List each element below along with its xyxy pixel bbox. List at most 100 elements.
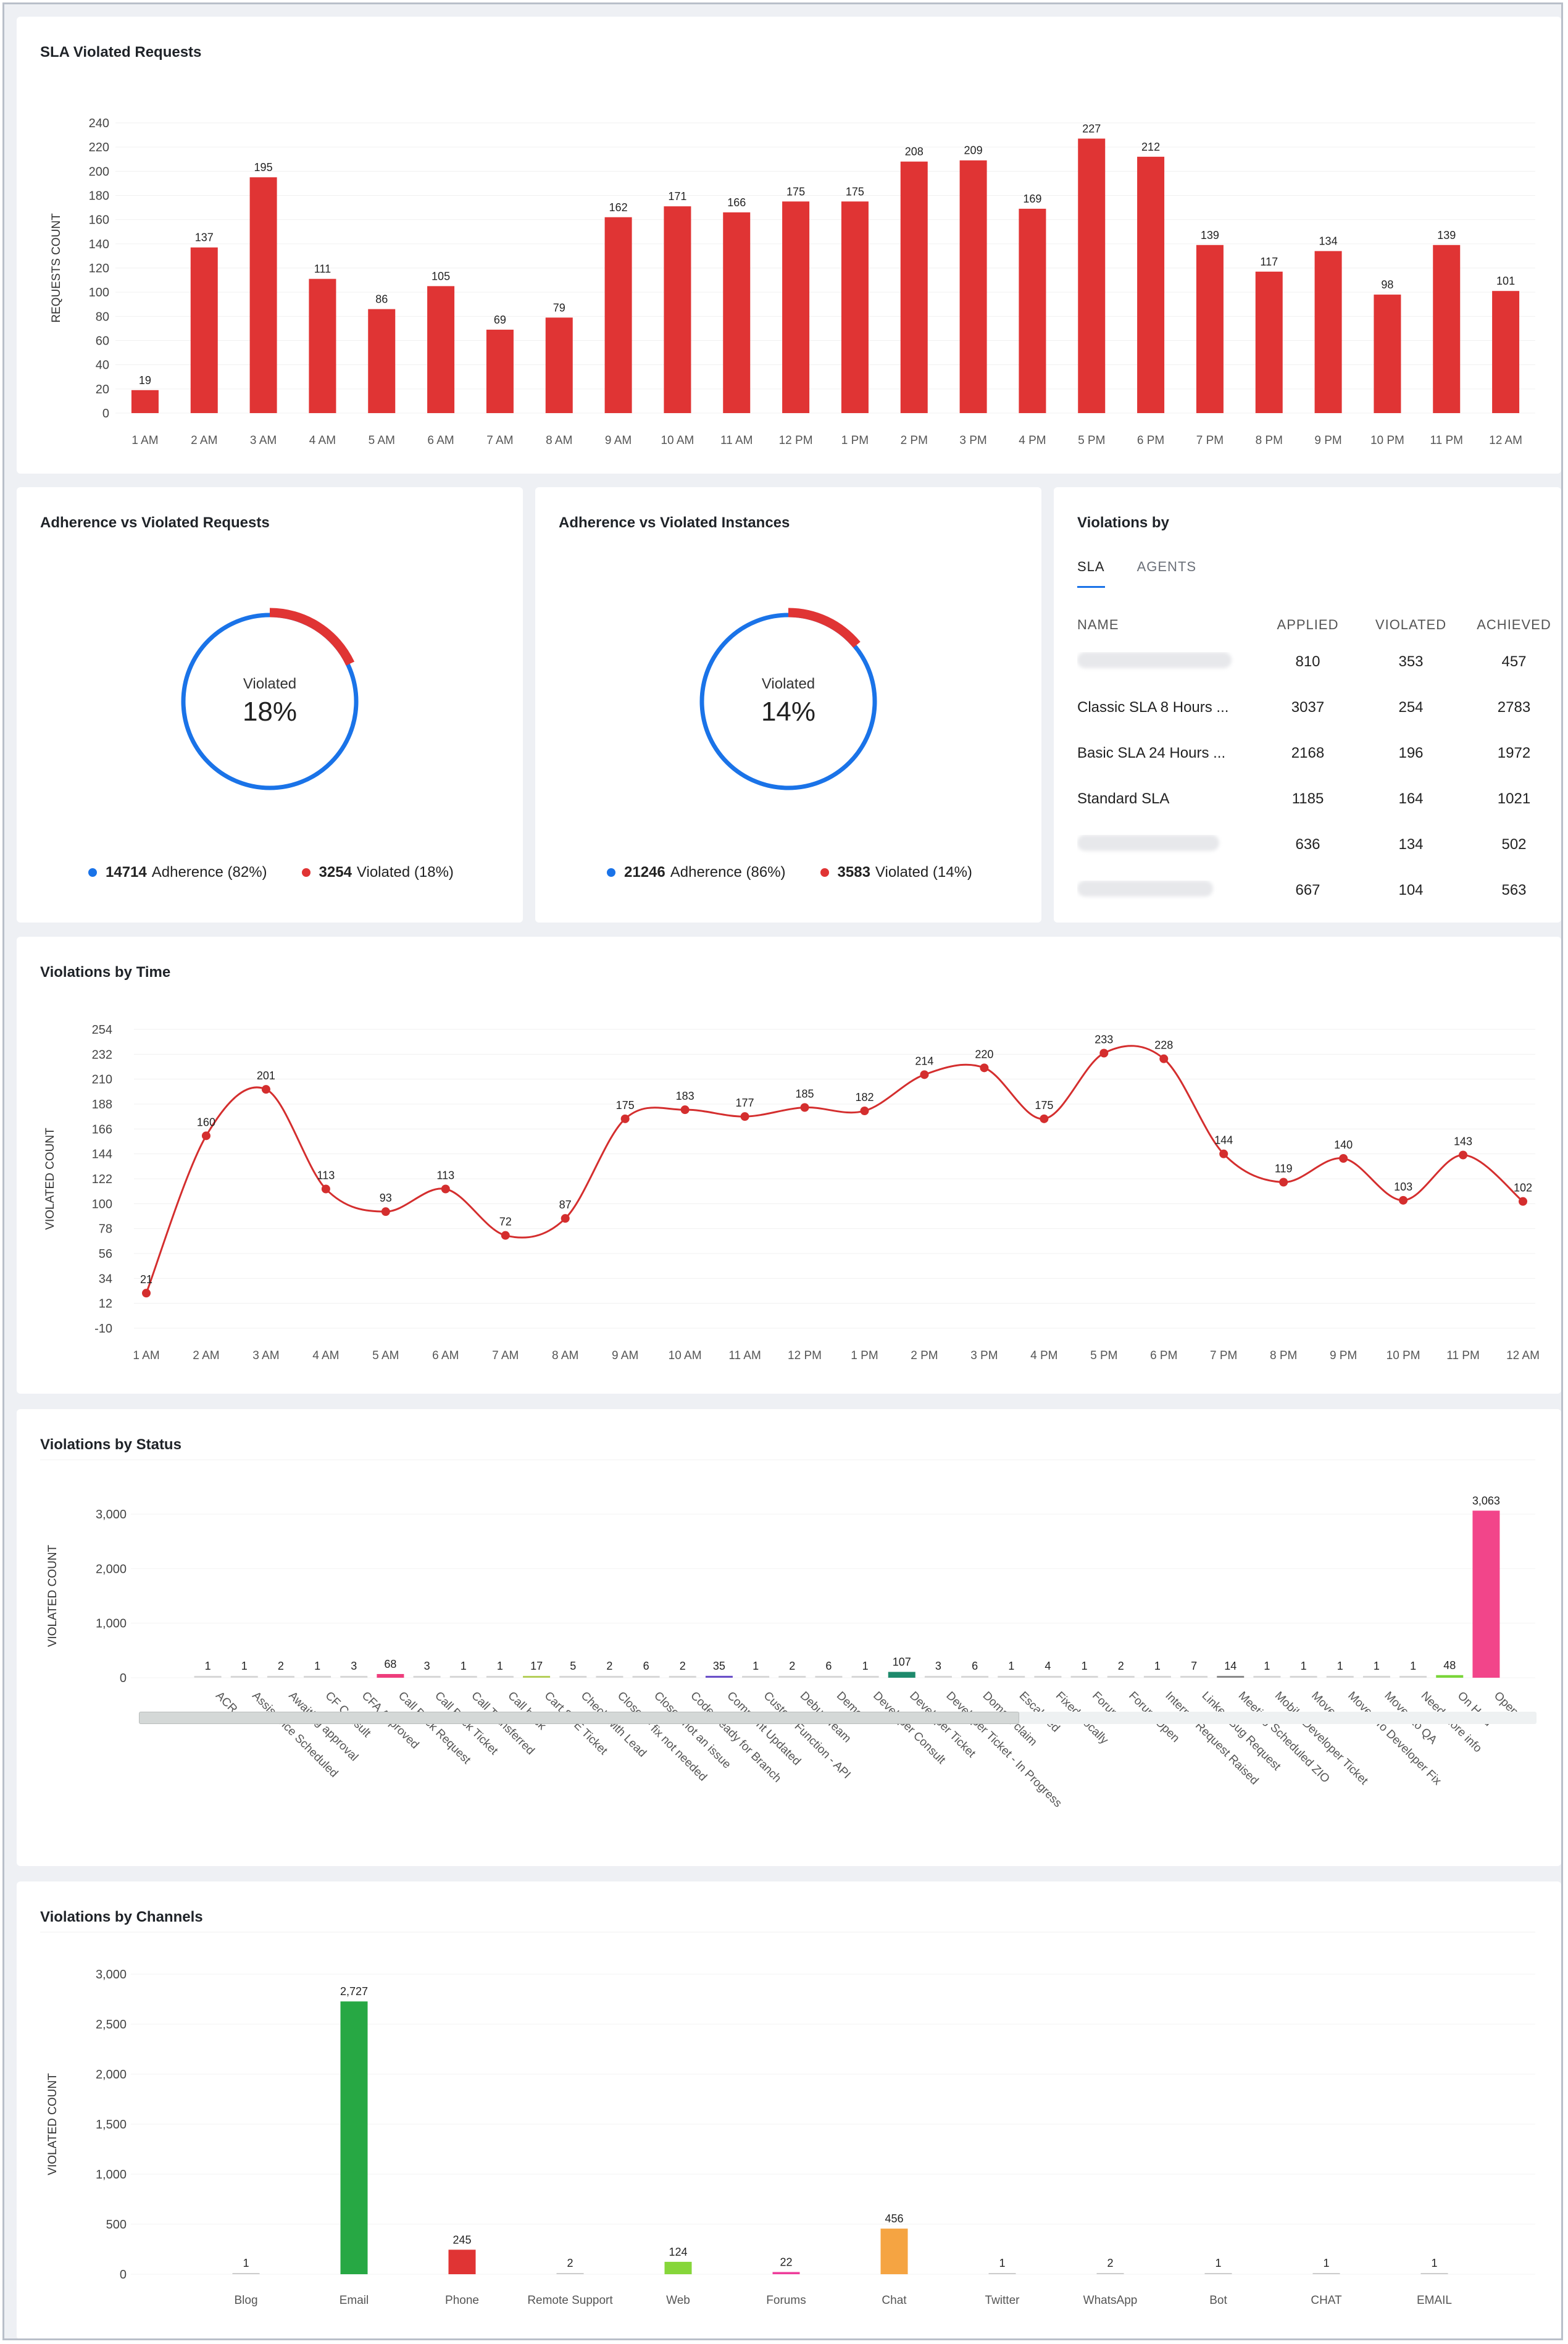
bar[interactable] bbox=[604, 217, 632, 413]
table-row[interactable]: 636 134 502 bbox=[1077, 822, 1561, 868]
bar[interactable] bbox=[1034, 1676, 1062, 1678]
bar[interactable] bbox=[1436, 1675, 1464, 1678]
bar[interactable] bbox=[249, 177, 277, 413]
data-point[interactable] bbox=[920, 1070, 929, 1079]
table-row[interactable]: Presales SLA-24 hours477101376 bbox=[1077, 913, 1561, 923]
bar[interactable] bbox=[559, 1676, 587, 1678]
tab-sla[interactable]: SLA bbox=[1077, 559, 1105, 588]
bar[interactable] bbox=[723, 212, 751, 413]
bar[interactable] bbox=[1433, 245, 1461, 413]
bar[interactable] bbox=[1472, 1510, 1500, 1678]
data-point[interactable] bbox=[1339, 1154, 1348, 1163]
bar[interactable] bbox=[888, 1672, 915, 1678]
bar[interactable] bbox=[841, 201, 869, 413]
bar[interactable] bbox=[1253, 1676, 1281, 1678]
bar[interactable] bbox=[230, 1676, 258, 1678]
data-point[interactable] bbox=[441, 1184, 450, 1194]
data-point[interactable] bbox=[261, 1085, 270, 1094]
bar[interactable] bbox=[368, 309, 396, 413]
bar[interactable] bbox=[900, 161, 928, 413]
bar[interactable] bbox=[449, 1676, 477, 1678]
violated-arc[interactable] bbox=[788, 608, 861, 648]
bar[interactable] bbox=[1312, 2273, 1340, 2274]
table-row[interactable]: 810 353 457 bbox=[1077, 639, 1561, 685]
bar[interactable] bbox=[1492, 291, 1520, 413]
bar[interactable] bbox=[924, 1676, 952, 1678]
bar[interactable] bbox=[880, 2229, 908, 2274]
data-point[interactable] bbox=[800, 1103, 809, 1112]
bar[interactable] bbox=[1204, 2273, 1232, 2274]
bar[interactable] bbox=[1070, 1676, 1098, 1678]
bar[interactable] bbox=[131, 390, 159, 413]
bar[interactable] bbox=[1420, 2273, 1448, 2274]
bar[interactable] bbox=[998, 1676, 1025, 1678]
bar[interactable] bbox=[772, 2272, 800, 2274]
bar[interactable] bbox=[959, 160, 987, 413]
bar[interactable] bbox=[309, 278, 336, 413]
data-point[interactable] bbox=[501, 1231, 510, 1240]
bar[interactable] bbox=[340, 1676, 368, 1678]
data-point[interactable] bbox=[142, 1289, 151, 1298]
bar[interactable] bbox=[1078, 138, 1106, 414]
column-header-applied[interactable]: APPLIED bbox=[1277, 617, 1339, 632]
bar[interactable] bbox=[1326, 1676, 1354, 1678]
table-row[interactable]: Standard SLA 1185 164 1021 bbox=[1077, 776, 1561, 822]
data-point[interactable] bbox=[1040, 1114, 1049, 1123]
bar[interactable] bbox=[545, 317, 573, 413]
bar[interactable] bbox=[486, 329, 514, 413]
bar[interactable] bbox=[232, 2273, 260, 2274]
bar[interactable] bbox=[815, 1676, 843, 1678]
bar[interactable] bbox=[1180, 1676, 1208, 1678]
bar[interactable] bbox=[1137, 156, 1165, 414]
bar[interactable] bbox=[596, 1676, 623, 1678]
data-point[interactable] bbox=[561, 1214, 570, 1223]
chart-scrollbar-thumb[interactable] bbox=[139, 1712, 1019, 1724]
column-header-violated[interactable]: VIOLATED bbox=[1375, 617, 1447, 632]
bar[interactable] bbox=[988, 2273, 1016, 2274]
data-point[interactable] bbox=[740, 1112, 749, 1121]
bar[interactable] bbox=[556, 2273, 584, 2274]
bar[interactable] bbox=[1143, 1676, 1171, 1678]
bar[interactable] bbox=[190, 247, 218, 413]
data-point[interactable] bbox=[860, 1107, 869, 1115]
column-header-achieved[interactable]: ACHIEVED bbox=[1477, 617, 1551, 632]
table-row[interactable]: Basic SLA 24 Hours ... 2168 196 1972 bbox=[1077, 730, 1561, 776]
bar[interactable] bbox=[742, 1676, 770, 1678]
bar[interactable] bbox=[1255, 271, 1283, 413]
data-point[interactable] bbox=[680, 1105, 690, 1115]
bar[interactable] bbox=[705, 1675, 733, 1678]
table-row[interactable]: Classic SLA 8 Hours ... 3037 254 2783 bbox=[1077, 685, 1561, 730]
bar[interactable] bbox=[340, 2001, 368, 2274]
bar[interactable] bbox=[632, 1676, 660, 1678]
bar[interactable] bbox=[523, 1676, 551, 1678]
table-row[interactable]: 667 104 563 bbox=[1077, 868, 1561, 913]
data-point[interactable] bbox=[1459, 1150, 1468, 1160]
data-point[interactable] bbox=[980, 1063, 989, 1073]
bar[interactable] bbox=[194, 1676, 222, 1678]
data-point[interactable] bbox=[1279, 1178, 1288, 1187]
bar[interactable] bbox=[427, 286, 455, 413]
bar[interactable] bbox=[448, 2250, 476, 2274]
bar[interactable] bbox=[267, 1676, 294, 1678]
bar[interactable] bbox=[377, 1673, 404, 1678]
chart-scrollbar[interactable] bbox=[139, 1712, 1537, 1724]
column-header-name[interactable]: NAME bbox=[1077, 617, 1119, 632]
data-point[interactable] bbox=[381, 1207, 390, 1216]
bar[interactable] bbox=[669, 1676, 696, 1678]
bar[interactable] bbox=[304, 1676, 332, 1678]
bar[interactable] bbox=[1374, 295, 1401, 413]
bar[interactable] bbox=[486, 1676, 514, 1678]
bar[interactable] bbox=[413, 1676, 441, 1678]
bar[interactable] bbox=[1107, 1676, 1135, 1678]
bar[interactable] bbox=[961, 1676, 989, 1678]
data-point[interactable] bbox=[1519, 1197, 1527, 1206]
bar[interactable] bbox=[1399, 1676, 1427, 1678]
data-point[interactable] bbox=[1219, 1149, 1228, 1158]
bar[interactable] bbox=[782, 201, 810, 413]
bar[interactable] bbox=[664, 2261, 692, 2274]
tab-agents[interactable]: AGENTS bbox=[1136, 559, 1197, 574]
data-point[interactable] bbox=[1399, 1195, 1408, 1205]
data-point[interactable] bbox=[321, 1184, 330, 1194]
bar[interactable] bbox=[664, 206, 691, 413]
bar[interactable] bbox=[1314, 251, 1342, 413]
